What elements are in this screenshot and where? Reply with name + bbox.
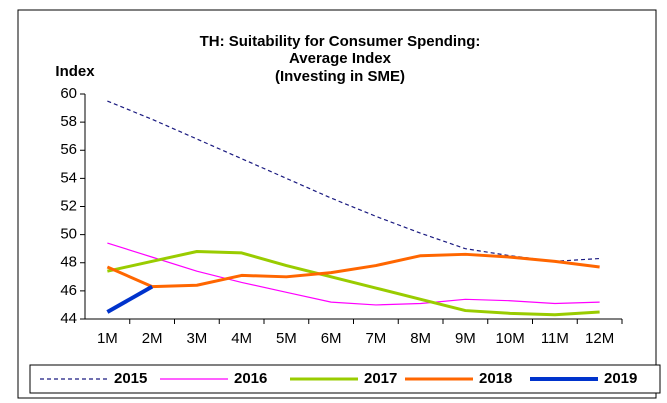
y-tick-label: 46 bbox=[60, 282, 77, 299]
x-tick-label: 12M bbox=[585, 330, 614, 347]
legend-label: 2016 bbox=[234, 370, 267, 387]
y-tick-label: 56 bbox=[60, 141, 77, 158]
x-tick-label: 4M bbox=[231, 330, 252, 347]
x-tick-label: 10M bbox=[496, 330, 525, 347]
y-tick-label: 48 bbox=[60, 254, 77, 271]
chart-title: TH: Suitability for Consumer Spending: bbox=[200, 33, 481, 50]
x-tick-label: 3M bbox=[186, 330, 207, 347]
x-tick-label: 7M bbox=[365, 330, 386, 347]
y-tick-label: 58 bbox=[60, 113, 77, 130]
line-series bbox=[107, 250, 600, 317]
chart-frame bbox=[17, 9, 657, 399]
y-tick-label: 60 bbox=[60, 85, 77, 102]
y-tick-label: 52 bbox=[60, 197, 77, 214]
line-series bbox=[107, 242, 600, 306]
chart-title: Average Index bbox=[289, 50, 392, 67]
legend-label: 2015 bbox=[114, 370, 147, 387]
legend-label: 2017 bbox=[364, 370, 397, 387]
line-series bbox=[107, 100, 600, 262]
line-series bbox=[106, 284, 154, 314]
x-tick-label: 5M bbox=[276, 330, 297, 347]
y-axis-label: Index bbox=[55, 63, 95, 80]
y-tick-label: 44 bbox=[60, 310, 77, 327]
y-tick-label: 54 bbox=[60, 169, 77, 186]
x-tick-label: 8M bbox=[410, 330, 431, 347]
x-tick-label: 9M bbox=[455, 330, 476, 347]
x-tick-label: 11M bbox=[541, 330, 569, 347]
legend-label: 2019 bbox=[604, 370, 637, 387]
x-tick-label: 6M bbox=[321, 330, 342, 347]
x-tick-label: 2M bbox=[142, 330, 163, 347]
x-tick-label: 1M bbox=[97, 330, 118, 347]
chart-subtitle: (Investing in SME) bbox=[275, 68, 405, 85]
y-tick-label: 50 bbox=[60, 226, 77, 243]
line-series bbox=[106, 252, 600, 289]
legend-label: 2018 bbox=[479, 370, 512, 387]
